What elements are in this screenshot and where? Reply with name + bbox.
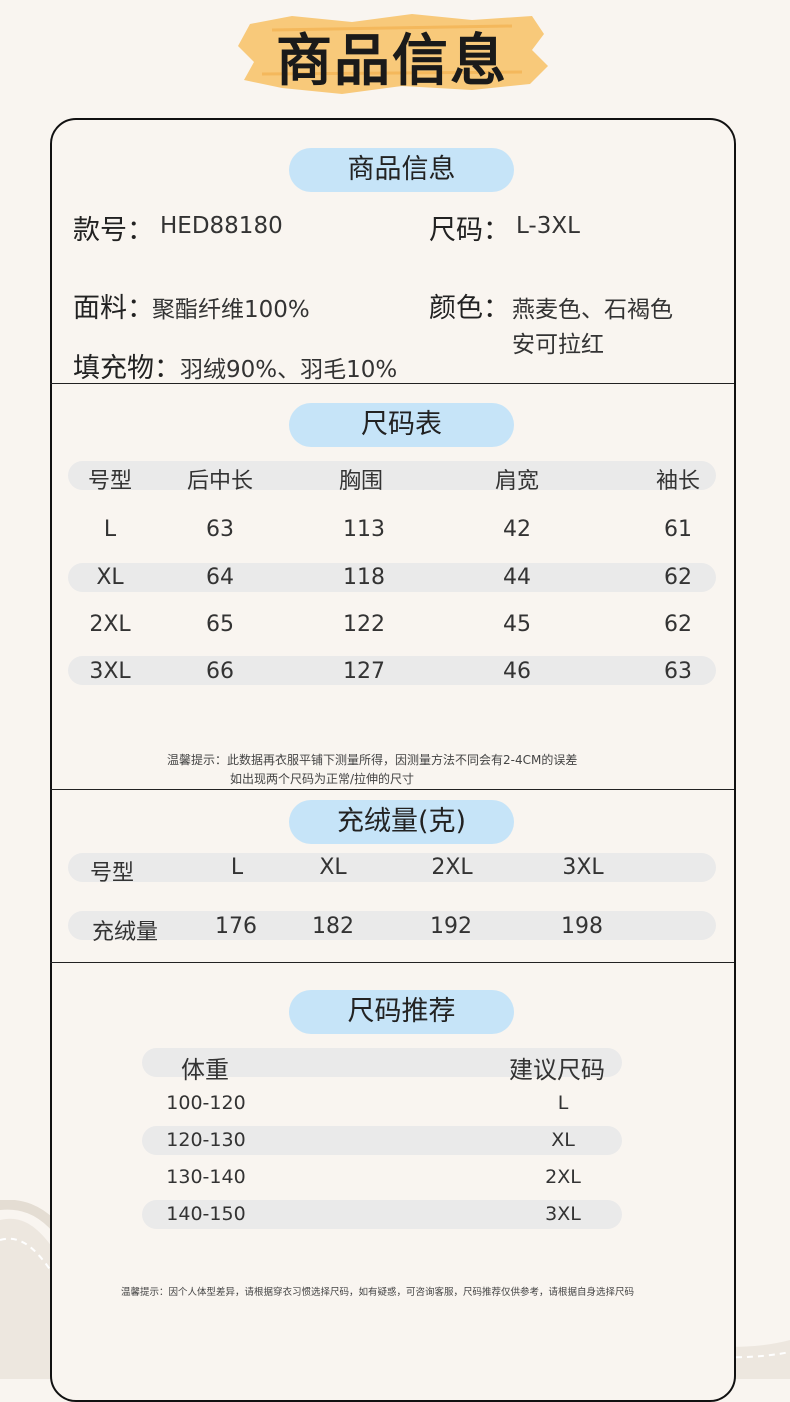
size-header-cell: 袖长 xyxy=(655,469,700,494)
size-cell: 63 xyxy=(664,659,692,684)
recommend-row-bg xyxy=(142,1200,622,1229)
recommend-header-weight: 体重 xyxy=(181,1056,229,1084)
size-cell: 44 xyxy=(503,565,531,590)
fill-header-cell: XL xyxy=(319,855,347,880)
section-divider xyxy=(50,962,734,963)
size-cell: 118 xyxy=(343,565,385,590)
recommend-size-cell: L xyxy=(557,1092,569,1114)
fill-header-cell: L xyxy=(230,855,244,880)
fill-row-bg xyxy=(68,911,716,940)
size-header-cell: 号型 xyxy=(87,469,132,494)
fabric-value: 聚酯纤维100% xyxy=(152,297,310,323)
fill-header-cell: 号型 xyxy=(89,861,134,886)
filling-label: 填充物： xyxy=(73,353,181,384)
size-cell: 42 xyxy=(503,517,531,542)
section-divider xyxy=(50,789,734,790)
color-value-line2: 安可拉红 xyxy=(512,332,604,358)
size-cell: 65 xyxy=(206,612,234,637)
size-cell: L xyxy=(103,517,117,542)
fill-cell: 192 xyxy=(430,914,472,939)
fill-header-cell: 2XL xyxy=(431,855,473,880)
fill-cell: 198 xyxy=(561,914,603,939)
size-cell: 66 xyxy=(206,659,234,684)
size-cell: 127 xyxy=(343,659,385,684)
size-cell: 62 xyxy=(664,565,692,590)
size-chart-pill: 尺码表 xyxy=(289,403,514,447)
size-cell: 46 xyxy=(503,659,531,684)
size-recommend-pill: 尺码推荐 xyxy=(289,990,514,1034)
fill-header-cell: 3XL xyxy=(562,855,604,880)
size-header-cell: 肩宽 xyxy=(494,469,539,494)
size-cell: 122 xyxy=(343,612,385,637)
size-cell: 45 xyxy=(503,612,531,637)
size-header-cell: 胸围 xyxy=(338,469,383,494)
size-cell: 62 xyxy=(664,612,692,637)
recommend-size-cell: 2XL xyxy=(545,1166,581,1188)
size-range-label: 尺码： xyxy=(429,215,510,246)
fill-amount-pill: 充绒量(克) xyxy=(289,800,514,844)
fabric-label: 面料： xyxy=(73,293,154,324)
recommend-header-size: 建议尺码 xyxy=(509,1056,605,1084)
fill-cell: 充绒量 xyxy=(91,920,158,945)
recommend-note: 温馨提示：因个人体型差异，请根据穿衣习惯选择尺码，如有疑惑，可咨询客服，尺码推荐… xyxy=(121,1287,635,1298)
banner: 商品信息 xyxy=(232,10,552,96)
size-cell: 113 xyxy=(343,517,385,542)
recommend-weight-cell: 130-140 xyxy=(166,1166,246,1188)
size-cell: 64 xyxy=(206,565,234,590)
size-header-cell: 后中长 xyxy=(186,469,253,494)
style-number-label: 款号： xyxy=(73,215,154,246)
size-chart-row-bg xyxy=(68,656,716,685)
size-cell: 3XL xyxy=(89,659,131,684)
color-label: 颜色： xyxy=(429,293,510,324)
size-cell: 2XL xyxy=(89,612,131,637)
brush-stroke-decoration xyxy=(238,14,548,94)
fill-header-bg xyxy=(68,853,716,882)
size-chart-row-bg xyxy=(68,563,716,592)
size-chart-header-bg xyxy=(68,461,716,490)
size-cell: XL xyxy=(96,565,124,590)
recommend-weight-cell: 120-130 xyxy=(166,1129,246,1151)
color-value-line1: 燕麦色、石褐色 xyxy=(512,297,673,323)
recommend-header-bg xyxy=(142,1048,622,1077)
banner-title: 商品信息 xyxy=(276,29,508,94)
product-info-pill: 商品信息 xyxy=(289,148,514,192)
size-chart-note: 温馨提示：此数据再衣服平铺下测量所得，因测量方法不同会有2-4CM的误差 xyxy=(167,753,578,767)
section-divider xyxy=(50,383,734,384)
recommend-size-cell: XL xyxy=(551,1129,575,1151)
fill-cell: 176 xyxy=(215,914,257,939)
info-card xyxy=(50,118,736,1402)
style-number-value: HED88180 xyxy=(160,213,283,239)
size-range-value: L-3XL xyxy=(516,213,580,239)
size-chart-note-line2: 如出现两个尺码为正常/拉伸的尺寸 xyxy=(230,772,415,786)
recommend-size-cell: 3XL xyxy=(545,1203,581,1225)
recommend-row-bg xyxy=(142,1126,622,1155)
size-cell: 61 xyxy=(664,517,692,542)
recommend-weight-cell: 100-120 xyxy=(166,1092,246,1114)
fill-cell: 182 xyxy=(312,914,354,939)
recommend-weight-cell: 140-150 xyxy=(166,1203,246,1225)
size-cell: 63 xyxy=(206,517,234,542)
filling-value: 羽绒90%、羽毛10% xyxy=(180,357,398,383)
